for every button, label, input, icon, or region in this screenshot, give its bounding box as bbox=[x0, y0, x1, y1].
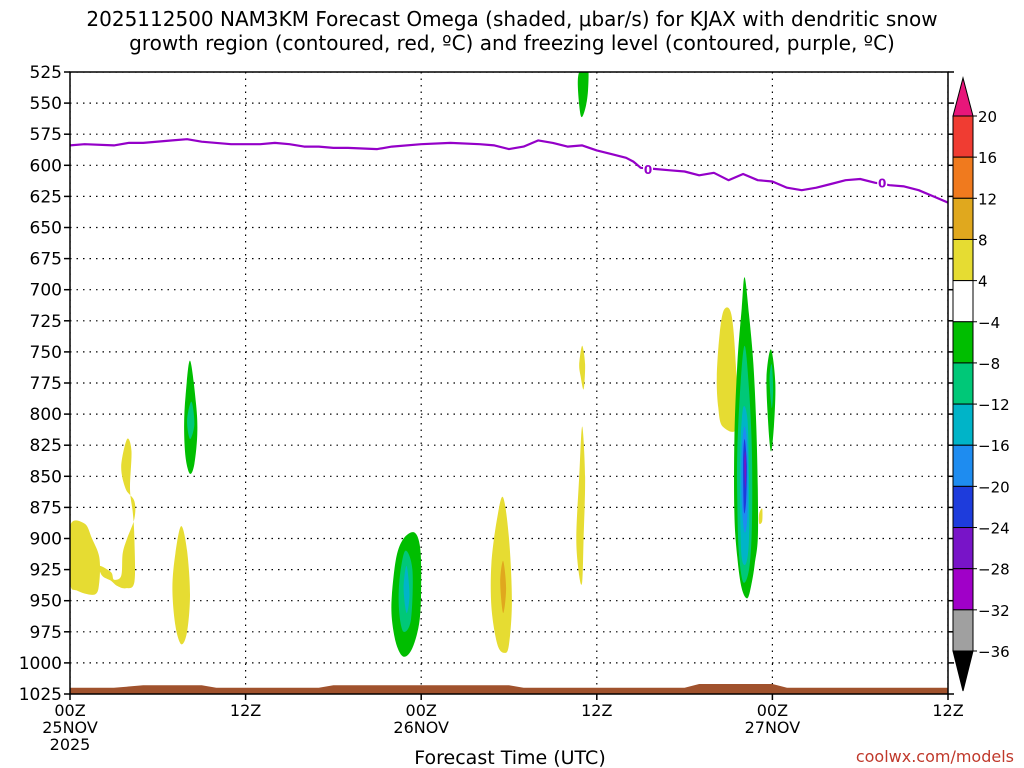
omega-region bbox=[98, 438, 136, 589]
y-tick-label: 700 bbox=[30, 281, 62, 301]
x-tick-label: 12Z bbox=[230, 701, 261, 720]
y-tick-label: 600 bbox=[30, 156, 62, 176]
omega-region bbox=[579, 345, 586, 390]
omega-region bbox=[576, 426, 586, 585]
freezing-level-line bbox=[70, 138, 948, 204]
colorbar-cell bbox=[952, 321, 974, 364]
y-tick-label: 800 bbox=[30, 405, 62, 425]
y-tick-label: 850 bbox=[30, 467, 62, 487]
x-tick-date: 25NOV bbox=[42, 718, 98, 737]
freezing-label-bg bbox=[877, 175, 888, 190]
omega-region bbox=[769, 364, 774, 409]
colorbar-label: −32 bbox=[978, 602, 1010, 620]
y-tick-label: 1000 bbox=[19, 654, 62, 674]
y-tick-label: 525 bbox=[30, 63, 62, 83]
colorbar-cell bbox=[952, 362, 974, 405]
y-tick-label: 725 bbox=[30, 312, 62, 332]
colorbar-cell bbox=[952, 527, 974, 570]
omega-region bbox=[500, 560, 507, 614]
colorbar-cell bbox=[952, 485, 974, 529]
omega-region bbox=[187, 401, 195, 440]
colorbar-cell bbox=[952, 568, 974, 611]
freezing-level-label: 0 bbox=[644, 163, 652, 177]
y-tick-label: 550 bbox=[30, 94, 62, 114]
y-tick-label: 575 bbox=[30, 125, 62, 145]
plot-content: 00 bbox=[70, 72, 948, 694]
x-tick-label: 00Z bbox=[757, 701, 788, 720]
omega-region bbox=[758, 508, 763, 525]
colorbar-label: −36 bbox=[978, 643, 1010, 661]
y-tick-label: 875 bbox=[30, 498, 62, 518]
x-tick-date: 26NOV bbox=[393, 718, 449, 737]
y-tick-label: 925 bbox=[30, 561, 62, 581]
omega-region bbox=[70, 520, 101, 595]
colorbar-label: 8 bbox=[978, 231, 988, 249]
y-tick-label: 975 bbox=[30, 623, 62, 643]
x-tick-year: 2025 bbox=[50, 735, 91, 754]
y-tick-label: 750 bbox=[30, 343, 62, 363]
colorbar-label: −8 bbox=[978, 355, 1000, 373]
colorbar-label: −16 bbox=[978, 437, 1010, 455]
freezing-label-bg bbox=[643, 162, 654, 177]
y-tick-label: 650 bbox=[30, 219, 62, 239]
colorbar-label: −12 bbox=[978, 396, 1010, 414]
y-tick-label: 1025 bbox=[19, 685, 62, 705]
colorbar-cell bbox=[952, 609, 974, 652]
x-axis-label: Forecast Time (UTC) bbox=[414, 747, 605, 768]
chart-title-line2: growth region (contoured, red, ºC) and f… bbox=[129, 31, 895, 55]
colorbar-cell bbox=[952, 238, 974, 282]
y-tick-label: 775 bbox=[30, 374, 62, 394]
omega-region bbox=[716, 307, 739, 432]
freezing-level-label: 0 bbox=[878, 177, 886, 191]
x-tick-label: 00Z bbox=[406, 701, 437, 720]
colorbar-label: 20 bbox=[978, 108, 997, 126]
axes: 525 550 575 600 625 650 675 700 725 750 775 800 825 8… bbox=[19, 63, 964, 754]
colorbar-label: 16 bbox=[978, 149, 997, 167]
x-tick-date: 27NOV bbox=[745, 718, 801, 737]
y-tick-label: 625 bbox=[30, 187, 62, 207]
colorbar-label: −24 bbox=[978, 520, 1010, 538]
colorbar-cell bbox=[952, 197, 974, 240]
colorbar-label: −28 bbox=[978, 561, 1010, 579]
colorbar-cell bbox=[952, 280, 974, 323]
credit-text: coolwx.com/models bbox=[856, 747, 1014, 766]
chart-title-line1: 2025112500 NAM3KM Forecast Omega (shaded… bbox=[86, 7, 937, 31]
y-tick-label: 950 bbox=[30, 592, 62, 612]
colorbar-cell bbox=[952, 403, 974, 446]
colorbar-label: 12 bbox=[978, 190, 997, 208]
colorbar-cell bbox=[952, 115, 974, 158]
colorbar-top-arrow bbox=[952, 76, 974, 117]
colorbar: 20 16 12 8 4 −4 −8 −12 −16 −20 −24 −28 −32 −36 bbox=[952, 76, 1010, 692]
x-tick-label: 12Z bbox=[932, 701, 963, 720]
x-tick-label: 12Z bbox=[581, 701, 612, 720]
y-tick-label: 900 bbox=[30, 530, 62, 550]
colorbar-cell bbox=[952, 156, 974, 199]
omega-region bbox=[577, 72, 589, 118]
omega-region bbox=[744, 451, 747, 489]
colorbar-label: 4 bbox=[978, 273, 988, 291]
plot-area: 00 bbox=[70, 72, 948, 694]
x-tick-label: 00Z bbox=[54, 701, 85, 720]
omega-region bbox=[172, 526, 190, 645]
y-tick-label: 675 bbox=[30, 250, 62, 270]
colorbar-cell bbox=[952, 444, 974, 487]
y-tick-label: 825 bbox=[30, 436, 62, 456]
omega-region bbox=[403, 565, 410, 614]
colorbar-label: −4 bbox=[978, 314, 1000, 332]
colorbar-label: −20 bbox=[978, 478, 1010, 496]
terrain-fill bbox=[70, 684, 948, 694]
colorbar-bottom-arrow bbox=[952, 650, 974, 692]
